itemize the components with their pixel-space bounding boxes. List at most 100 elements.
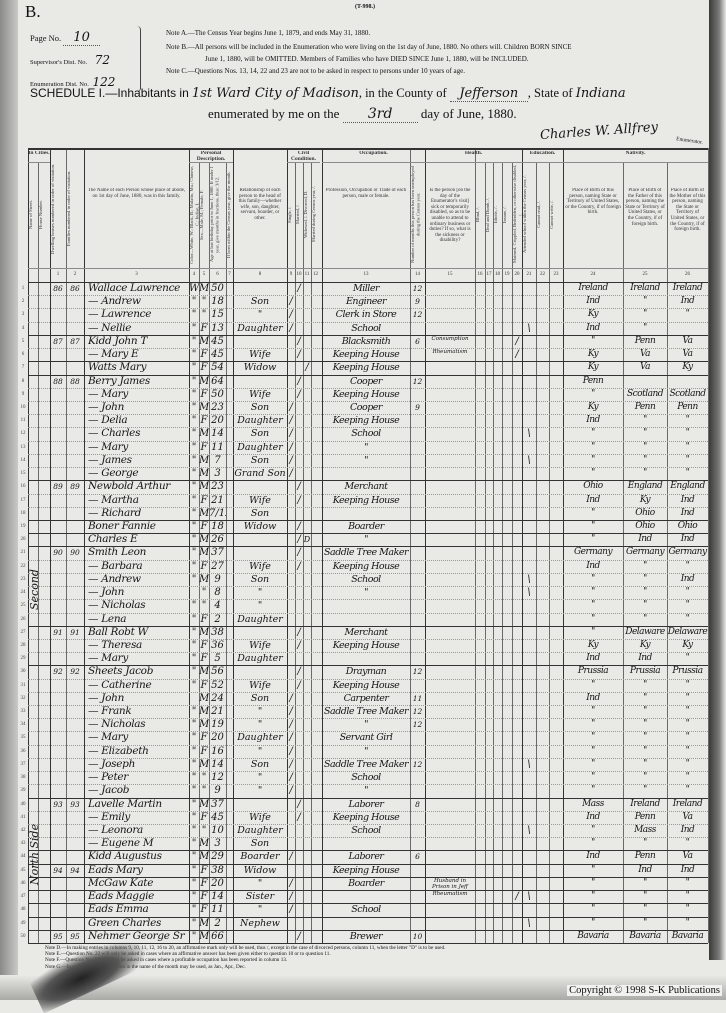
row-number: 36 (20, 748, 26, 754)
cell-school (522, 877, 536, 890)
row-number: 19 (20, 523, 26, 529)
column-number: 17 (486, 272, 492, 277)
cell-dwelling (50, 388, 66, 401)
cell-maimed (512, 798, 522, 811)
page-number-field: Page No. 10 (30, 30, 100, 46)
cell-sickness (425, 864, 475, 878)
cell-occupation: Drayman (345, 666, 387, 678)
column-number: 7 (228, 272, 231, 277)
cell-age: 50 (211, 388, 224, 400)
cell-family (66, 494, 84, 507)
cell-sex: M (199, 851, 209, 863)
column-header-single: Single, /. (287, 206, 292, 223)
cell-occupation: Clerk in Store (335, 309, 397, 321)
column-header-unemployed: Number of months this person has been un… (410, 166, 421, 263)
column-header-street: Name of Street. (28, 200, 33, 229)
cell-sickness (425, 850, 475, 864)
cell-family (66, 533, 84, 546)
cell-age: 45 (211, 811, 224, 823)
cell-maimed (512, 308, 522, 321)
cell-school (522, 560, 536, 573)
group-divider (189, 162, 233, 163)
cell-maimed (512, 692, 522, 705)
cell-unemployed (410, 546, 425, 559)
cell-name: — Lawrence (88, 308, 152, 321)
group-header-in-cities: In Cities. (28, 151, 50, 156)
row-number: 13 (20, 444, 26, 450)
cell-family (66, 520, 84, 533)
cell-unemployed: 12 (412, 284, 423, 293)
cell-mother-birth: Ky (682, 362, 693, 373)
enumerated-line: enumerated by me on the 3rd day of June,… (208, 106, 517, 123)
cell-relationship: " (257, 904, 263, 916)
column-divider (549, 162, 550, 943)
cell-age: 36 (211, 639, 224, 651)
cell-name: — Peter (88, 771, 128, 784)
cell-dwelling (50, 692, 66, 705)
row-number: 16 (20, 484, 26, 490)
cell-family: 95 (70, 931, 80, 941)
cell-unemployed: 10 (412, 931, 423, 941)
cell-unemployed (410, 626, 425, 639)
cell-name: — Leonora (88, 824, 144, 837)
column-header-cannot-read: Cannot read, /. (536, 200, 541, 229)
cell-sickness (425, 718, 475, 732)
cell-age: 8 (214, 587, 221, 599)
civil-condition-mark: / (297, 349, 301, 361)
cell-sickness (425, 507, 475, 521)
cell-color: " (191, 349, 197, 361)
cell-birthplace: Bavaria (577, 930, 609, 941)
cell-relationship: Son (250, 401, 270, 413)
cell-relationship: " (257, 719, 263, 731)
column-divider (189, 148, 190, 943)
cell-age: 3 (214, 838, 221, 850)
cell-family (66, 388, 84, 401)
column-number: 2 (73, 272, 77, 277)
column-divider (502, 162, 503, 943)
cell-unemployed (410, 784, 425, 797)
row-number: 50 (20, 933, 26, 939)
cell-sickness (425, 652, 475, 666)
cell-father-birth: Ind (638, 864, 652, 875)
cell-dwelling: 92 (53, 667, 63, 677)
civil-condition-mark: / (297, 520, 301, 532)
cell-school: \ (527, 825, 531, 837)
cell-birthplace: " (591, 864, 595, 875)
column-divider (708, 148, 709, 943)
cell-birthplace: Prussia (577, 666, 609, 677)
cell-family: 86 (70, 284, 80, 293)
cell-sex: F (200, 322, 208, 334)
cell-birthplace: Ind (586, 322, 600, 333)
cell-family (66, 877, 84, 890)
civil-condition-mark: / (289, 415, 293, 427)
civil-condition-mark: / (297, 560, 301, 572)
form-letter: B. (25, 2, 41, 21)
cell-occupation: Cooper (350, 401, 382, 413)
column-divider (28, 148, 29, 943)
enumerated-label: enumerated by me on the (208, 106, 340, 121)
row-divider (28, 572, 708, 574)
cell-occupation (322, 467, 410, 480)
cell-mother-birth: Va (682, 811, 693, 822)
cell-maimed (512, 850, 522, 863)
cell-mother-birth: " (685, 692, 690, 703)
row-divider (28, 876, 708, 878)
column-header-name: The Name of each Person whose place of a… (87, 188, 186, 199)
column-divider (295, 162, 296, 943)
cell-mother-birth: " (685, 706, 690, 717)
note-a: Note A.—The Census Year begins June 1, 1… (166, 29, 371, 37)
cell-sex: M (199, 798, 209, 810)
cell-mother-birth: Ind (680, 864, 695, 875)
cell-age: 12 (211, 772, 224, 784)
cell-mother-birth: Scotland (669, 388, 706, 399)
civil-condition-mark: / (297, 481, 301, 493)
cell-relationship: " (257, 877, 263, 889)
cell-maimed (512, 665, 522, 678)
cell-mother-birth: Prussia (672, 666, 703, 677)
cell-occupation: " (364, 785, 368, 797)
cell-birthplace: " (591, 904, 595, 915)
cell-name: — Mary (88, 731, 129, 744)
cell-age: 24 (211, 692, 224, 704)
cell-birthplace: Ind (586, 851, 600, 862)
cell-sex: M (199, 375, 209, 387)
